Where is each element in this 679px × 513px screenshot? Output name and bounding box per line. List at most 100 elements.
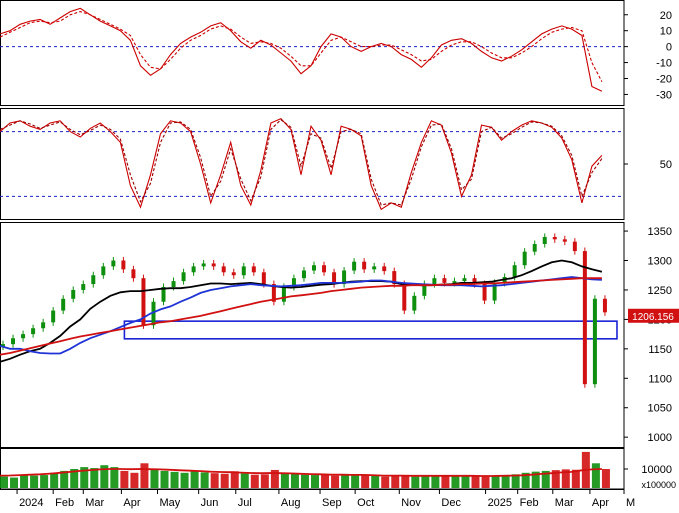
candle-body-48	[482, 284, 487, 301]
candle-body-26	[261, 272, 266, 285]
volume-bar-9	[90, 468, 99, 488]
candle-body-55	[552, 236, 557, 240]
candle-body-54	[542, 236, 547, 245]
volume-bar-36	[361, 474, 370, 488]
stochastic-k-line	[0, 117, 603, 211]
candle-body-45	[452, 281, 457, 283]
candle-body-33	[332, 272, 337, 285]
ytick-label-price-2: 1250	[648, 285, 672, 297]
volume-bar-52	[521, 472, 530, 488]
candle-body-19	[191, 266, 196, 273]
panel-frame-macd	[0, 0, 625, 106]
volume-bar-7	[70, 469, 79, 488]
candle-body-11	[111, 260, 116, 267]
xtick-label-0: 2024	[19, 497, 43, 509]
ytick-label-price-5: 1100	[648, 373, 672, 385]
support-zone-box	[123, 320, 618, 340]
volume-bar-21	[210, 473, 219, 488]
volume-bar-2	[20, 474, 29, 488]
stochastic-d-line	[0, 118, 603, 206]
ytick-label-volume-0: 10000	[641, 464, 672, 476]
candle-body-24	[241, 266, 246, 276]
volume-bar-54	[541, 470, 550, 488]
ytick-label-macd-4: -20	[656, 74, 672, 86]
candle-body-41	[412, 295, 417, 311]
volume-bar-25	[250, 474, 259, 488]
volume-bar-23	[230, 471, 239, 488]
volume-bar-15	[150, 469, 159, 488]
volume-bar-35	[351, 474, 360, 488]
candle-body-25	[251, 266, 256, 273]
volume-bar-53	[531, 471, 540, 488]
volume-bar-6	[60, 470, 69, 488]
ma-line-ma100	[0, 276, 602, 355]
candle-body-35	[352, 261, 357, 271]
candle-body-15	[151, 301, 156, 326]
volume-bar-42	[421, 475, 430, 488]
volume-bar-12	[120, 470, 129, 488]
volume-bar-39	[391, 476, 400, 488]
ytick-label-price-1: 1300	[648, 256, 672, 268]
volume-bar-3	[30, 475, 39, 488]
ytick-label-price-6: 1050	[648, 403, 672, 415]
candle-body-28	[281, 287, 286, 302]
volume-bars	[0, 451, 610, 488]
volume-bar-51	[511, 474, 520, 488]
reference-lines	[0, 46, 624, 197]
candle-body-40	[402, 284, 407, 311]
candle-body-49	[492, 282, 497, 301]
volume-bar-17	[170, 471, 179, 488]
volume-bar-5	[50, 472, 59, 488]
volume-bar-1	[10, 477, 19, 488]
candle-body-1	[11, 338, 16, 345]
xtick-label-15: Apr	[592, 497, 609, 509]
ytick-label-macd-1: 10	[660, 26, 672, 38]
volume-bar-20	[200, 472, 209, 488]
volume-bar-55	[551, 470, 560, 488]
volume-bar-4	[40, 475, 49, 488]
volume-bar-8	[80, 467, 89, 488]
volume-bar-44	[441, 476, 450, 488]
support-zone	[123, 320, 618, 340]
candle-body-31	[312, 265, 316, 271]
volume-bar-57	[571, 469, 580, 488]
candle-body-21	[211, 263, 216, 267]
volume-bar-40	[401, 475, 410, 488]
candle-body-22	[221, 266, 226, 273]
ytick-label-macd-3: -10	[656, 58, 672, 70]
candle-body-20	[201, 263, 206, 267]
candle-body-4	[41, 322, 46, 329]
xtick-label-6: Jul	[238, 497, 252, 509]
candle-body-23	[231, 272, 236, 276]
panel-frame-price	[0, 222, 625, 448]
volume-bar-18	[180, 472, 189, 488]
candle-body-34	[342, 270, 347, 285]
candle-body-17	[171, 281, 176, 288]
volume-bar-27	[270, 469, 279, 488]
candle-body-46	[462, 278, 467, 282]
xtick-label-11: Dec	[441, 497, 461, 509]
candle-body-43	[432, 278, 437, 285]
candle-body-8	[81, 284, 86, 290]
ytick-label-price-4: 1150	[648, 344, 672, 356]
volume-bar-48	[481, 476, 490, 488]
candle-body-47	[472, 278, 477, 285]
volume-bar-49	[491, 475, 500, 488]
ytick-label-price-0: 1350	[648, 226, 672, 238]
panel-frame-stochastic	[0, 108, 625, 220]
volume-bar-38	[381, 476, 390, 488]
candle-body-36	[362, 261, 367, 270]
price-candles	[1, 233, 607, 388]
candle-body-3	[31, 328, 36, 335]
candle-body-38	[382, 266, 387, 272]
ytick-label-stochastic-0: 50	[660, 159, 672, 171]
volume-bar-37	[371, 475, 380, 488]
volume-bar-32	[321, 474, 330, 488]
candle-body-12	[121, 260, 126, 270]
volume-bar-14	[140, 463, 149, 488]
volume-bar-26	[260, 474, 269, 488]
volume-bar-31	[311, 475, 319, 488]
volume-bar-30	[300, 474, 309, 488]
volume-bar-33	[331, 475, 340, 488]
